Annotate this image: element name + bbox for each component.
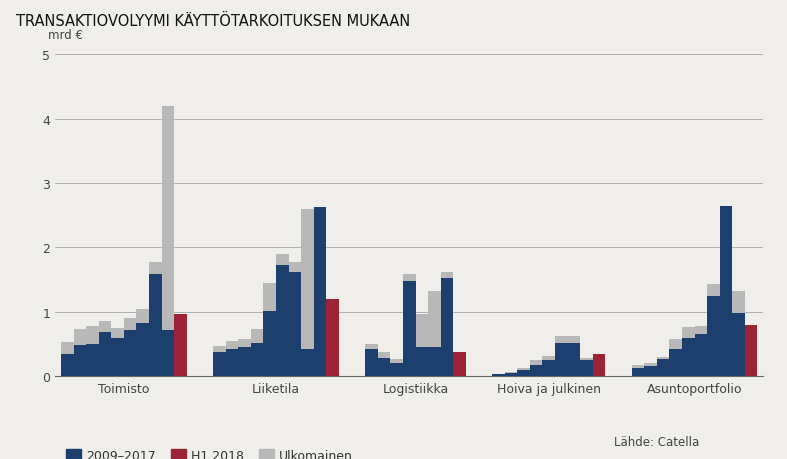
- Bar: [682, 338, 694, 376]
- Bar: [87, 344, 99, 376]
- Bar: [112, 338, 124, 376]
- Bar: [149, 275, 161, 376]
- Bar: [657, 360, 670, 376]
- Bar: [732, 291, 745, 313]
- Bar: [161, 330, 174, 376]
- Bar: [61, 354, 74, 376]
- Bar: [542, 356, 555, 360]
- Bar: [567, 343, 580, 376]
- Bar: [732, 313, 745, 376]
- Bar: [226, 341, 238, 349]
- Bar: [390, 364, 403, 376]
- Bar: [694, 335, 707, 376]
- Bar: [74, 346, 87, 376]
- Bar: [301, 209, 313, 349]
- Bar: [493, 375, 505, 376]
- Bar: [251, 329, 264, 343]
- Bar: [530, 360, 542, 365]
- Bar: [416, 347, 428, 376]
- Bar: [517, 370, 530, 376]
- Bar: [238, 340, 251, 347]
- Bar: [542, 360, 555, 376]
- Bar: [174, 314, 187, 376]
- Bar: [555, 343, 567, 376]
- Bar: [238, 347, 251, 376]
- Bar: [124, 319, 136, 330]
- Bar: [657, 357, 670, 360]
- Bar: [99, 321, 112, 333]
- Bar: [453, 353, 466, 376]
- Bar: [313, 208, 326, 376]
- Bar: [124, 330, 136, 376]
- Bar: [213, 353, 226, 376]
- Bar: [61, 342, 74, 354]
- Bar: [289, 263, 301, 272]
- Bar: [493, 374, 505, 375]
- Bar: [326, 299, 338, 376]
- Bar: [682, 328, 694, 338]
- Bar: [213, 346, 226, 353]
- Bar: [264, 284, 276, 311]
- Bar: [276, 254, 289, 266]
- Bar: [378, 352, 390, 358]
- Bar: [593, 354, 605, 376]
- Bar: [632, 368, 645, 376]
- Bar: [416, 314, 428, 347]
- Bar: [707, 296, 719, 376]
- Bar: [719, 206, 732, 376]
- Bar: [530, 365, 542, 376]
- Bar: [136, 309, 149, 324]
- Bar: [505, 373, 517, 376]
- Bar: [390, 360, 403, 364]
- Bar: [149, 262, 161, 275]
- Text: TRANSAKTIOVOLYYMI KÄYTTÖTARKOITUKSEN MUKAAN: TRANSAKTIOVOLYYMI KÄYTTÖTARKOITUKSEN MUK…: [16, 14, 410, 29]
- Bar: [707, 285, 719, 296]
- Bar: [161, 106, 174, 330]
- Bar: [74, 330, 87, 346]
- Bar: [555, 336, 567, 343]
- Bar: [567, 336, 580, 343]
- Bar: [251, 343, 264, 376]
- Bar: [745, 325, 757, 376]
- Bar: [670, 339, 682, 349]
- Bar: [645, 364, 657, 366]
- Bar: [365, 349, 378, 376]
- Bar: [112, 328, 124, 338]
- Legend: 2009–2017, H1 2018, Ulkomainen: 2009–2017, H1 2018, Ulkomainen: [61, 443, 358, 459]
- Bar: [645, 366, 657, 376]
- Bar: [264, 311, 276, 376]
- Bar: [632, 365, 645, 368]
- Bar: [289, 272, 301, 376]
- Text: Lähde: Catella: Lähde: Catella: [614, 435, 699, 448]
- Bar: [276, 266, 289, 376]
- Bar: [580, 358, 593, 360]
- Bar: [441, 279, 453, 376]
- Bar: [441, 272, 453, 279]
- Bar: [517, 369, 530, 370]
- Bar: [428, 291, 441, 347]
- Bar: [301, 349, 313, 376]
- Bar: [87, 326, 99, 344]
- Bar: [403, 275, 416, 281]
- Bar: [580, 360, 593, 376]
- Bar: [378, 358, 390, 376]
- Bar: [99, 333, 112, 376]
- Bar: [226, 349, 238, 376]
- Bar: [365, 344, 378, 349]
- Bar: [136, 324, 149, 376]
- Bar: [403, 281, 416, 376]
- Bar: [670, 349, 682, 376]
- Text: mrd €: mrd €: [48, 29, 83, 42]
- Bar: [428, 347, 441, 376]
- Bar: [694, 326, 707, 335]
